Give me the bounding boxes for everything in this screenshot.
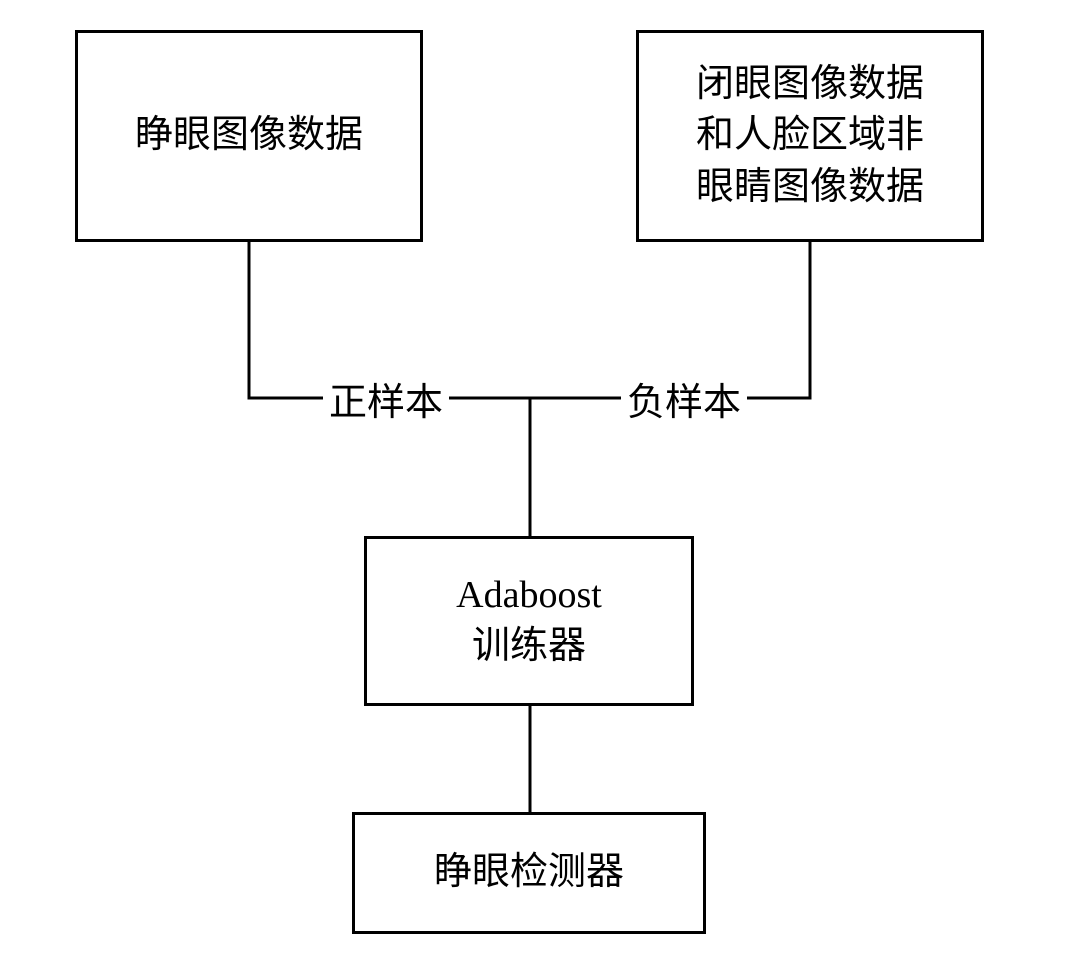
connector-trainer-detector [0,0,1066,964]
positive-sample-label: 正样本 [323,371,449,426]
negative-sample-label: 负样本 [621,371,747,426]
